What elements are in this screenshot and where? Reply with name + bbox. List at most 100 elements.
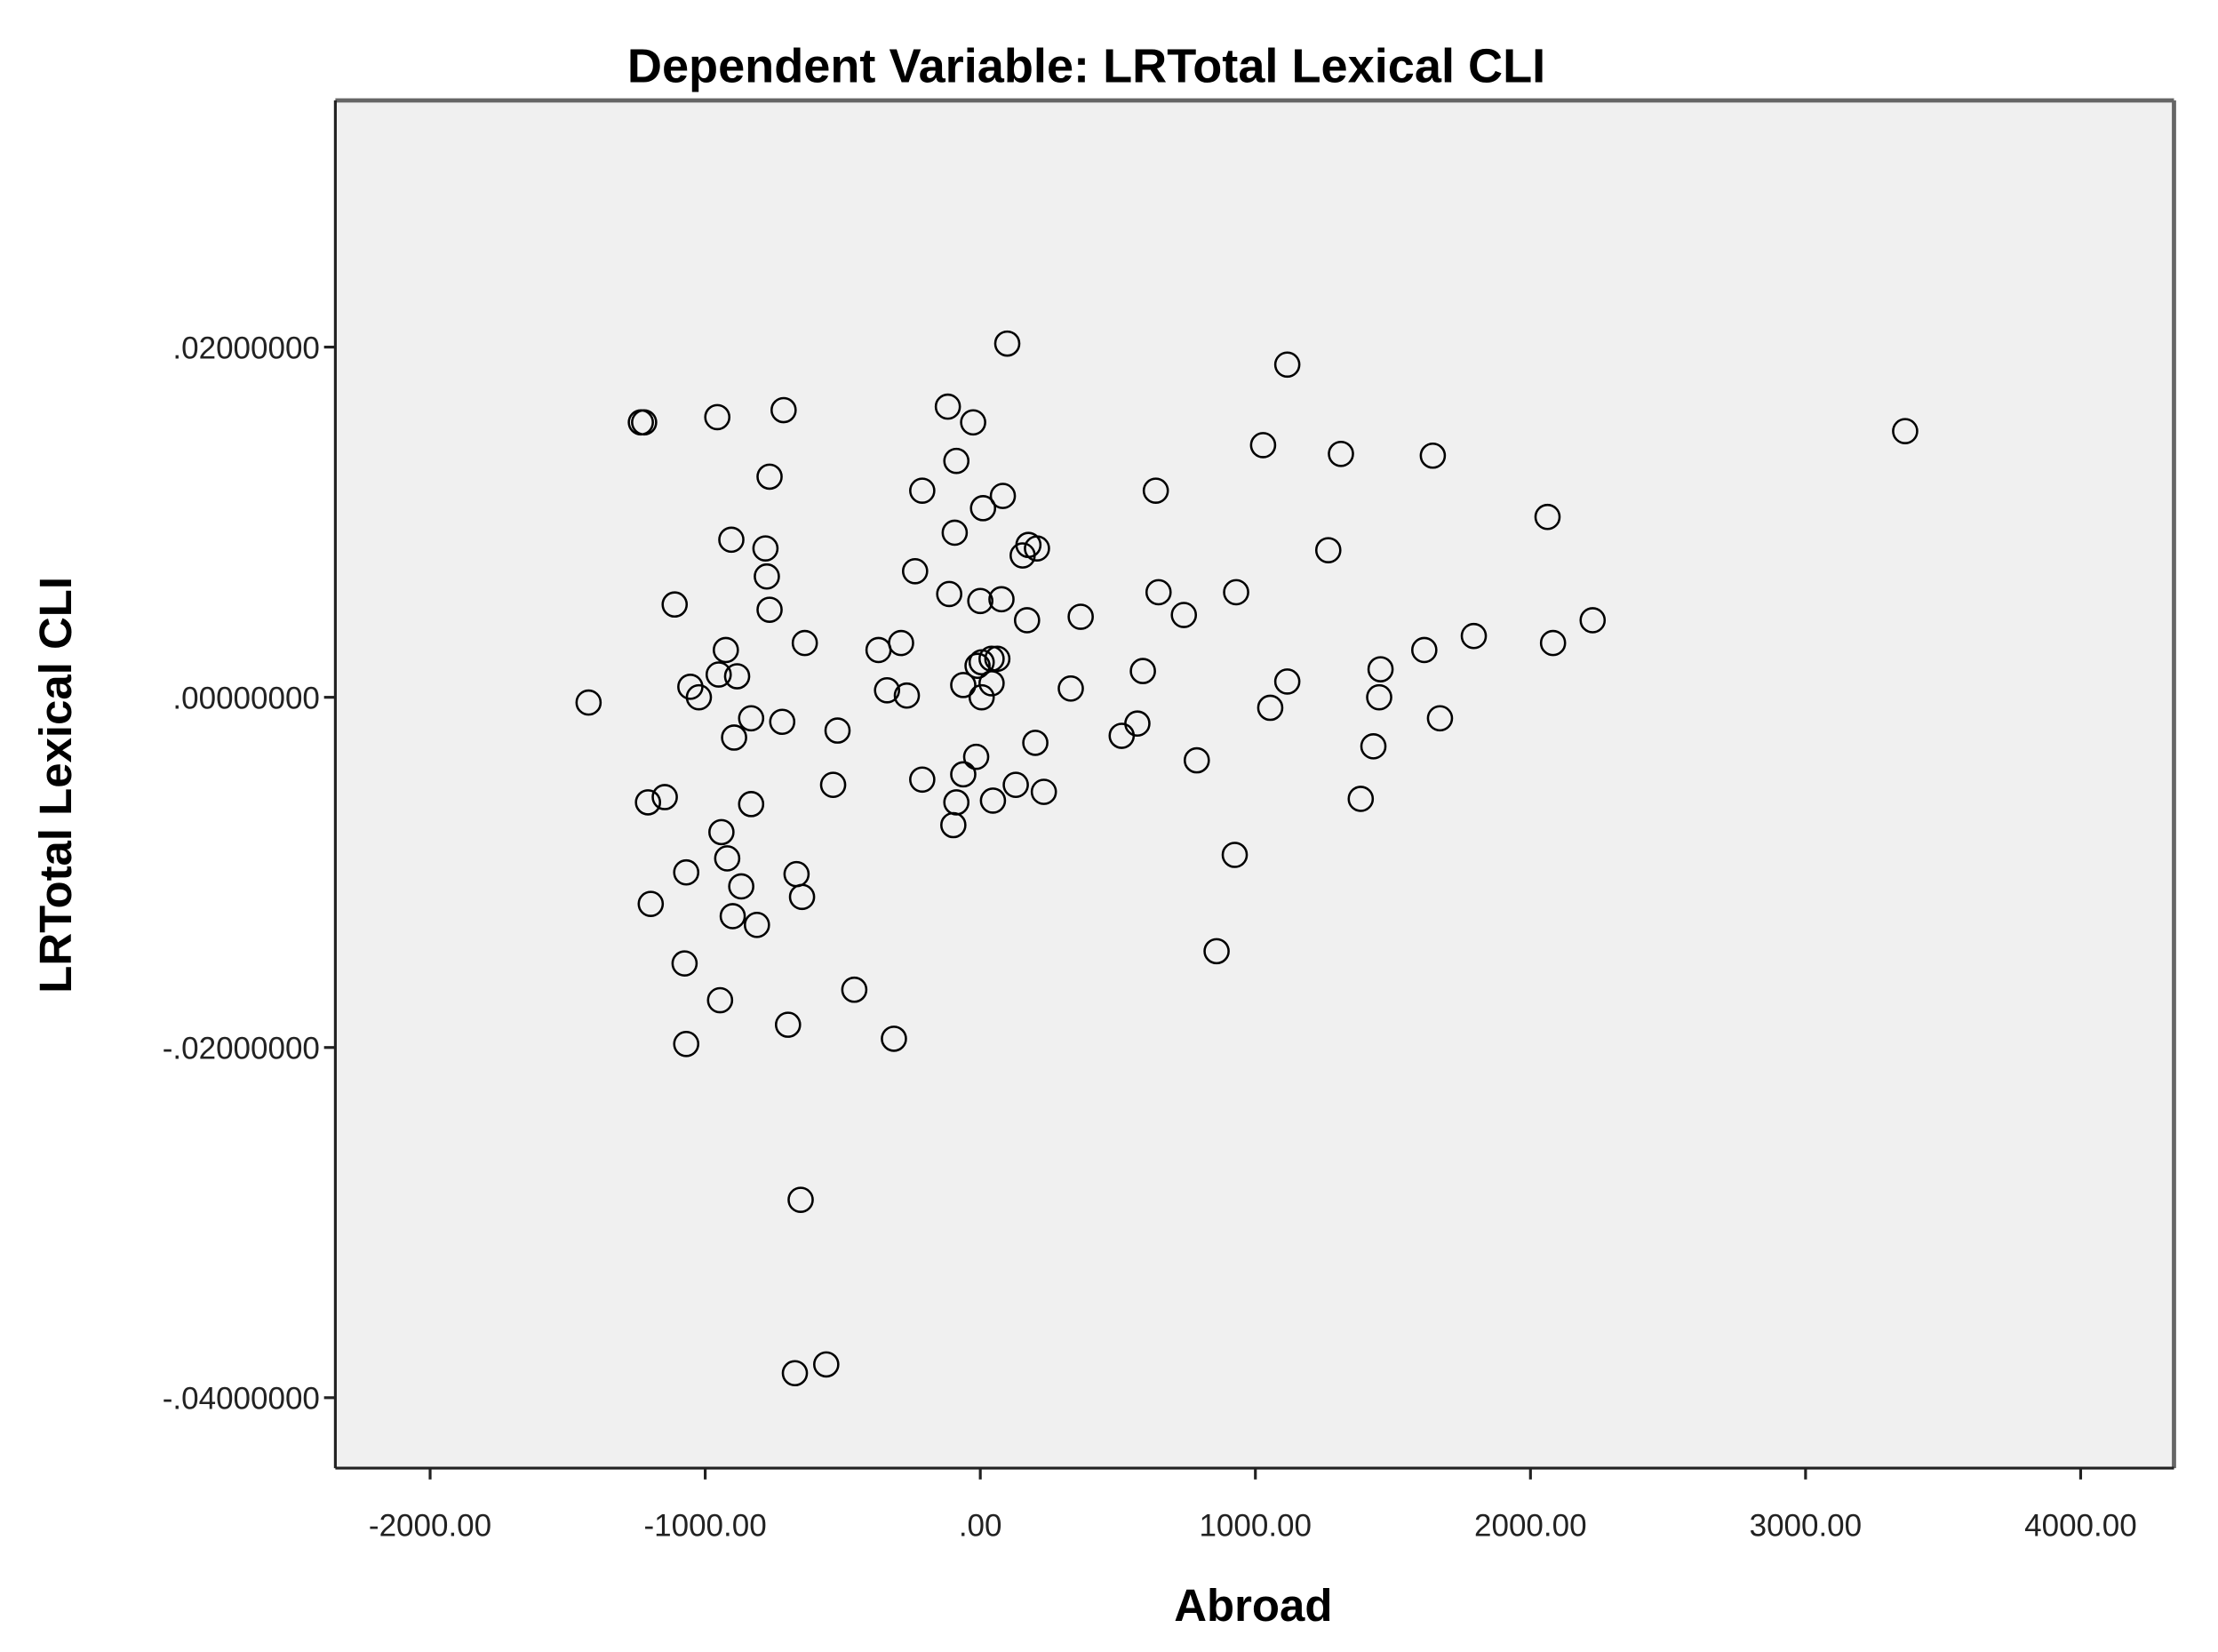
data-point [1170,602,1198,628]
data-point [984,645,1011,673]
data-point [960,409,986,436]
data-point [1024,535,1050,562]
data-point [1124,710,1151,738]
data-point [988,586,1015,613]
x-tick-label: -1000.00 [644,1508,767,1543]
data-point [841,976,868,1003]
data-point [634,789,662,816]
data-point [1539,629,1567,657]
data-point [909,477,936,504]
data-point [888,629,914,657]
data-point [769,708,796,736]
data-point [685,683,713,711]
data-point [1030,778,1057,805]
data-point [1273,668,1301,695]
data-point [1009,542,1036,569]
data-point [770,396,797,424]
data-point [738,791,765,818]
data-point [1022,730,1049,756]
data-point [713,636,739,664]
data-point [721,724,747,751]
y-tick-label: .02000000 [172,331,319,365]
data-point [901,557,929,585]
x-axis-label: Abroad [1174,1580,1332,1631]
data-point [1257,694,1284,722]
data-point [1411,636,1438,664]
data-point [728,873,754,900]
data-point [575,689,602,716]
data-point [1328,440,1354,467]
data-point [1223,579,1249,606]
data-point [941,519,969,547]
data-point [637,890,665,917]
data-point [754,563,780,590]
data-point [1067,603,1094,630]
data-point [774,1011,802,1038]
data-point [1129,658,1156,684]
data-point [950,672,977,698]
data-point [936,580,962,608]
data-point [819,771,847,798]
data-point [1419,442,1447,469]
data-point [704,403,731,431]
data-point [1249,432,1277,459]
data-point [787,1186,814,1213]
data-point [791,629,818,657]
data-point [967,587,993,615]
data-point [708,818,735,846]
x-tick-label: .00 [959,1508,1002,1543]
data-point [781,1360,809,1387]
data-point [989,483,1017,509]
data-point [1892,418,1919,444]
plot-area [335,100,2174,1469]
data-point [723,663,751,690]
data-point [993,330,1021,357]
data-point [651,784,678,810]
data-point [661,591,689,619]
data-point [1221,842,1249,868]
data-point [824,717,851,744]
data-point [706,986,734,1014]
data-point [968,683,995,711]
y-tick-label: -.02000000 [163,1031,320,1065]
data-point [1013,607,1041,634]
data-point [1273,351,1301,379]
data-point [719,903,746,930]
data-point [671,950,698,977]
data-point [756,596,783,623]
x-tick-label: -2000.00 [369,1508,491,1543]
x-tick-label: 4000.00 [2024,1508,2137,1543]
y-axis-label: LRTotal Lexical CLI [30,577,81,994]
data-point [940,811,967,839]
data-point [1460,622,1488,650]
data-point [909,766,936,794]
data-point [934,393,961,420]
data-point [1534,503,1561,531]
data-point [705,661,732,688]
data-point [1347,786,1375,812]
data-point [756,463,783,491]
y-tick-label: -.04000000 [163,1382,320,1417]
data-point [1360,733,1387,760]
data-point [978,670,1005,697]
x-tick-label: 1000.00 [1199,1508,1312,1543]
data-point [631,409,658,436]
data-point [1366,683,1392,711]
x-tick-label: 2000.00 [1474,1508,1587,1543]
data-point [1367,656,1394,682]
data-point [964,652,991,679]
data-point [788,883,816,911]
data-point [1314,537,1342,563]
y-tick-label: .00000000 [172,681,319,715]
data-point [893,682,921,709]
data-point [1426,705,1454,732]
data-point [673,1031,700,1057]
data-point [950,761,977,788]
data-point [718,526,745,554]
data-point [881,1026,907,1052]
chart-title: Dependent Variable: LRTotal Lexical CLI [627,39,1545,92]
data-point [813,1351,840,1378]
data-point [743,912,770,938]
data-point [1183,746,1210,774]
